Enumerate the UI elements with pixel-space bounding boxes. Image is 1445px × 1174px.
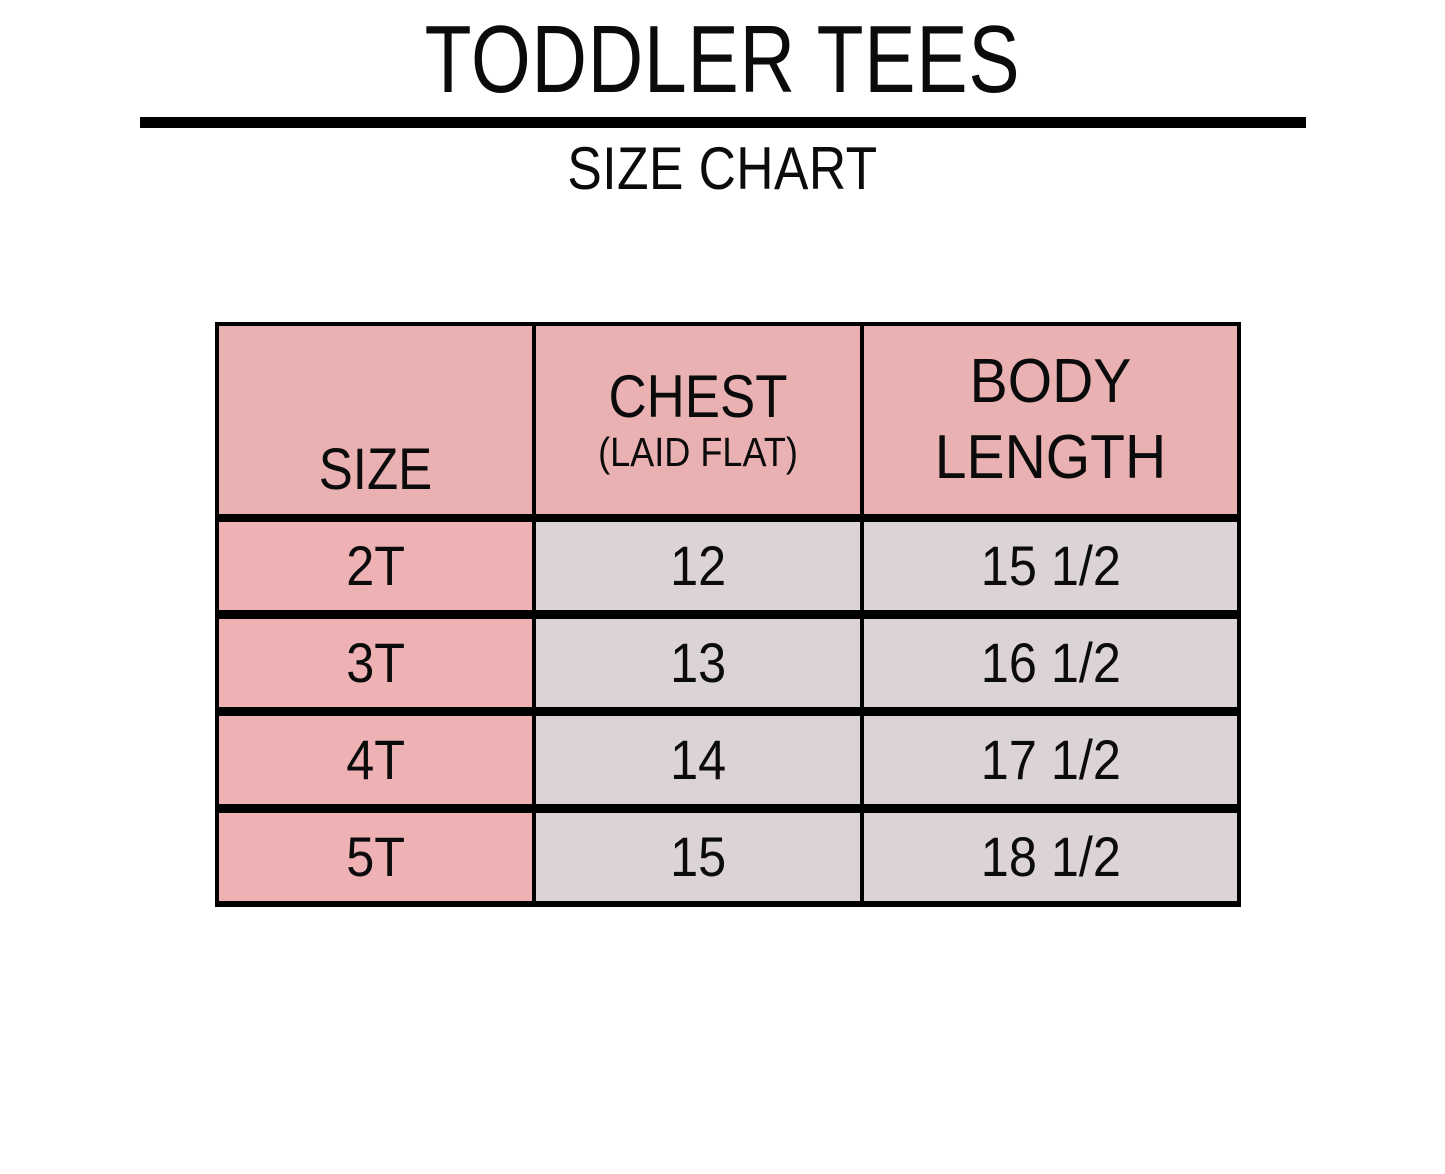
cell-body-length-4t: 17 1/2 <box>860 707 1241 811</box>
column-header-body-length: BODY LENGTH <box>860 322 1241 522</box>
cell-body-length-3t: 16 1/2 <box>860 610 1241 714</box>
cell-body-length-3t-text: 16 1/2 <box>980 631 1121 694</box>
cell-body-length-5t-text: 18 1/2 <box>980 825 1121 888</box>
cell-body-length-4t-text: 17 1/2 <box>980 728 1121 791</box>
table-row: 4T 14 17 1/2 <box>215 707 1241 811</box>
table-header: SIZE CHEST (LAID FLAT) BODY LENGTH <box>215 322 1241 522</box>
cell-chest-2t: 12 <box>532 516 864 617</box>
table-header-row: SIZE CHEST (LAID FLAT) BODY LENGTH <box>215 322 1241 522</box>
column-header-body-length-sublabel: LENGTH <box>934 423 1167 492</box>
table-row: 3T 13 16 1/2 <box>215 610 1241 714</box>
column-header-chest-sublabel: (LAID FLAT) <box>598 429 798 475</box>
table-row: 2T 12 15 1/2 <box>215 516 1241 617</box>
cell-body-length-5t: 18 1/2 <box>860 804 1241 907</box>
cell-size-5t: 5T <box>215 804 536 907</box>
cell-chest-3t-text: 13 <box>669 631 727 694</box>
cell-size-4t: 4T <box>215 707 536 811</box>
title-divider <box>140 117 1306 128</box>
column-header-body-length-label: BODY <box>969 347 1132 416</box>
cell-size-3t-text: 3T <box>346 631 405 694</box>
cell-chest-4t-text: 14 <box>669 728 727 791</box>
cell-size-4t-text: 4T <box>346 728 405 791</box>
cell-size-5t-text: 5T <box>346 825 405 888</box>
column-header-chest: CHEST (LAID FLAT) <box>532 322 864 522</box>
cell-size-3t: 3T <box>215 610 536 714</box>
table-row: 5T 15 18 1/2 <box>215 804 1241 907</box>
cell-chest-4t: 14 <box>532 707 864 811</box>
cell-chest-2t-text: 12 <box>669 534 727 597</box>
table-body: 2T 12 15 1/2 3T 13 16 1/2 <box>215 516 1241 907</box>
cell-size-2t-text: 2T <box>346 534 405 597</box>
column-header-size: SIZE <box>215 322 536 522</box>
cell-size-2t: 2T <box>215 516 536 617</box>
page-title: TODDLER TEES <box>424 6 1021 113</box>
cell-chest-3t: 13 <box>532 610 864 714</box>
cell-chest-5t: 15 <box>532 804 864 907</box>
page-subtitle: SIZE CHART <box>567 135 878 202</box>
column-header-chest-label: CHEST <box>608 363 788 430</box>
cell-body-length-2t: 15 1/2 <box>860 516 1241 617</box>
cell-body-length-2t-text: 15 1/2 <box>980 534 1121 597</box>
cell-chest-5t-text: 15 <box>669 825 727 888</box>
column-header-size-label: SIZE <box>318 437 433 502</box>
size-chart-table: SIZE CHEST (LAID FLAT) BODY LENGTH 2T 12 <box>215 322 1241 907</box>
